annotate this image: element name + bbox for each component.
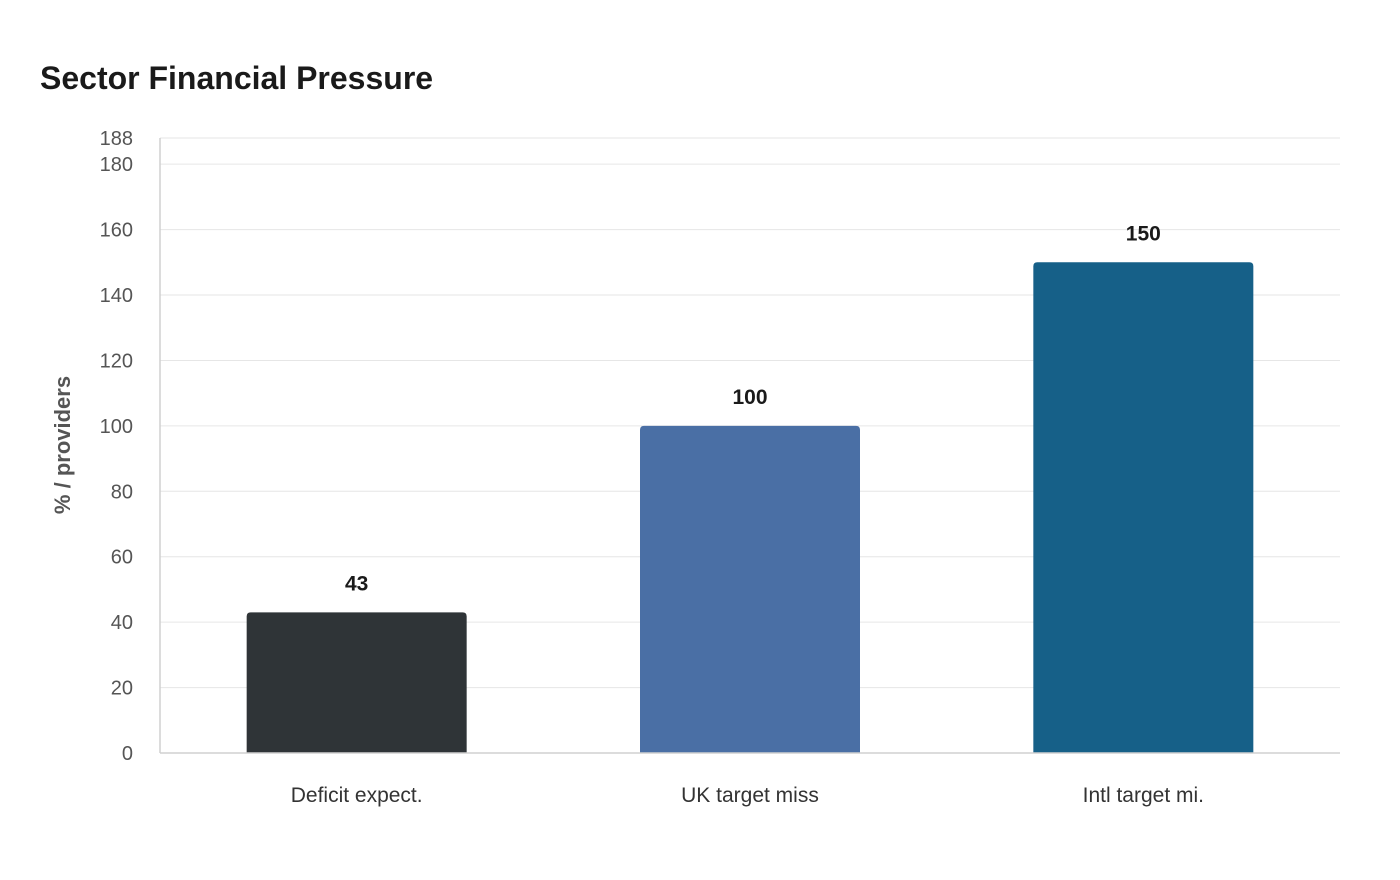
bar — [246, 612, 467, 753]
bar — [640, 425, 860, 753]
chart-title: Sector Financial Pressure — [40, 60, 434, 96]
bars — [246, 262, 1254, 753]
bar — [1033, 262, 1254, 753]
y-tick-label: 0 — [122, 743, 133, 765]
y-tick-label: 80 — [111, 481, 133, 503]
y-tick-label: 20 — [111, 678, 133, 700]
y-tick-label: 40 — [111, 612, 133, 634]
y-tick-label: 140 — [100, 285, 133, 307]
x-tick-label: Intl target mi. — [1083, 784, 1204, 807]
y-tick-label: 188 — [100, 128, 133, 150]
y-tick-label: 160 — [100, 220, 133, 242]
data-label: 150 — [1126, 222, 1161, 245]
y-tick-label: 180 — [100, 154, 133, 176]
y-tick-labels: 0 20 40 60 80 100 120 140 160 180 188 — [100, 128, 133, 765]
y-axis-label: % / providers — [50, 376, 75, 514]
data-label: 100 — [732, 386, 767, 409]
y-tick-label: 60 — [111, 547, 133, 569]
data-labels: 43 100 150 — [345, 222, 1161, 595]
data-label: 43 — [345, 572, 368, 595]
y-tick-label: 100 — [100, 416, 133, 438]
x-tick-label: UK target miss — [681, 784, 819, 807]
x-tick-labels: Deficit expect. UK target miss Intl target… — [291, 784, 1204, 807]
x-tick-label: Deficit expect. — [291, 784, 423, 807]
y-tick-label: 120 — [100, 350, 133, 372]
